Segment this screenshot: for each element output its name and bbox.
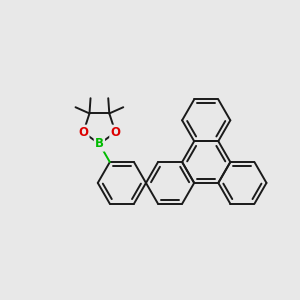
Text: B: B	[95, 137, 104, 151]
Text: O: O	[78, 126, 88, 139]
Text: O: O	[110, 126, 120, 139]
